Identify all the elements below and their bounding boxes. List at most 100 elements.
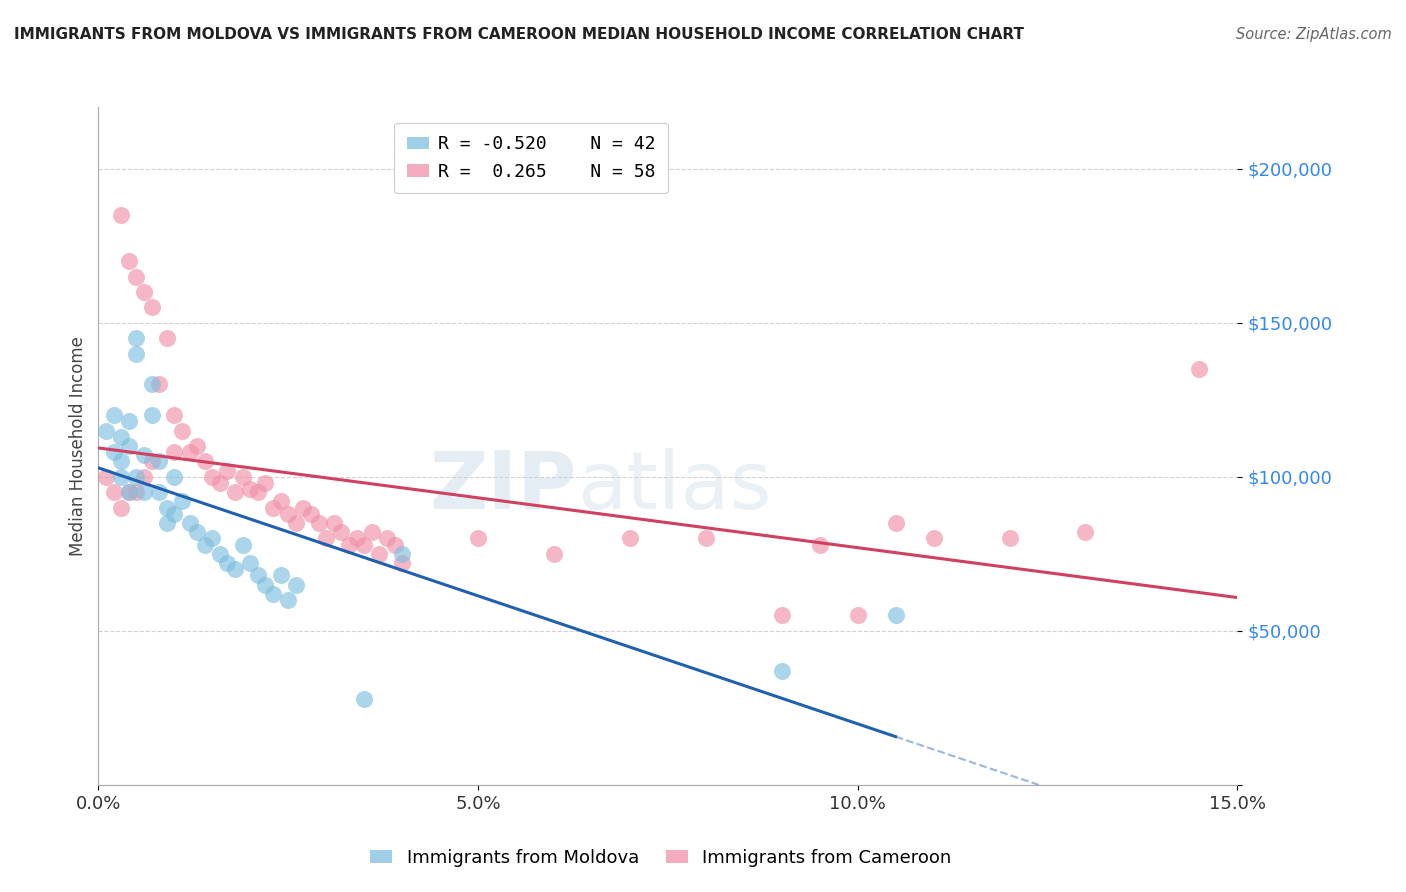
Point <box>322 516 344 530</box>
Point <box>254 577 277 591</box>
Point <box>346 532 368 546</box>
Point <box>375 532 398 546</box>
Point <box>110 430 132 444</box>
Point <box>132 448 155 462</box>
Point <box>141 301 163 315</box>
Point <box>246 568 269 582</box>
Point <box>118 439 141 453</box>
Point <box>163 470 186 484</box>
Y-axis label: Median Household Income: Median Household Income <box>69 336 87 556</box>
Text: ZIP: ZIP <box>429 448 576 525</box>
Point <box>103 408 125 422</box>
Point <box>619 532 641 546</box>
Point <box>110 454 132 468</box>
Point <box>224 562 246 576</box>
Point <box>770 664 793 678</box>
Point <box>217 464 239 478</box>
Point <box>391 547 413 561</box>
Point <box>125 346 148 360</box>
Point <box>224 485 246 500</box>
Point <box>132 470 155 484</box>
Point <box>284 516 307 530</box>
Point <box>208 475 231 490</box>
Point <box>194 538 217 552</box>
Point <box>156 516 179 530</box>
Point <box>353 691 375 706</box>
Point <box>277 593 299 607</box>
Point <box>170 424 193 438</box>
Point <box>170 494 193 508</box>
Point <box>467 532 489 546</box>
Point <box>384 538 406 552</box>
Point <box>163 507 186 521</box>
Point <box>125 485 148 500</box>
Point <box>884 516 907 530</box>
Point <box>201 470 224 484</box>
Point <box>118 485 141 500</box>
Point <box>284 577 307 591</box>
Point <box>353 538 375 552</box>
Point <box>110 208 132 222</box>
Point <box>179 445 201 459</box>
Point <box>884 608 907 623</box>
Point <box>1188 362 1211 376</box>
Point <box>163 445 186 459</box>
Point <box>808 538 831 552</box>
Point <box>770 608 793 623</box>
Point <box>239 556 262 570</box>
Point <box>194 454 217 468</box>
Point <box>262 500 284 515</box>
Point <box>368 547 391 561</box>
Point <box>103 485 125 500</box>
Point <box>232 538 254 552</box>
Point <box>125 331 148 345</box>
Point <box>156 500 179 515</box>
Text: Source: ZipAtlas.com: Source: ZipAtlas.com <box>1236 27 1392 42</box>
Point <box>148 377 170 392</box>
Point <box>315 532 337 546</box>
Point <box>110 470 132 484</box>
Point <box>246 485 269 500</box>
Point <box>330 525 353 540</box>
Point <box>186 439 208 453</box>
Legend: R = -0.520    N = 42, R =  0.265    N = 58: R = -0.520 N = 42, R = 0.265 N = 58 <box>395 123 668 194</box>
Point <box>148 485 170 500</box>
Point <box>337 538 360 552</box>
Point <box>254 475 277 490</box>
Point <box>232 470 254 484</box>
Point <box>94 470 117 484</box>
Point <box>1074 525 1097 540</box>
Point <box>179 516 201 530</box>
Legend: Immigrants from Moldova, Immigrants from Cameroon: Immigrants from Moldova, Immigrants from… <box>363 842 959 874</box>
Point <box>308 516 330 530</box>
Point <box>186 525 208 540</box>
Text: atlas: atlas <box>576 448 770 525</box>
Point <box>141 408 163 422</box>
Point <box>141 454 163 468</box>
Point <box>998 532 1021 546</box>
Point <box>118 485 141 500</box>
Point <box>277 507 299 521</box>
Text: IMMIGRANTS FROM MOLDOVA VS IMMIGRANTS FROM CAMEROON MEDIAN HOUSEHOLD INCOME CORR: IMMIGRANTS FROM MOLDOVA VS IMMIGRANTS FR… <box>14 27 1024 42</box>
Point <box>103 445 125 459</box>
Point <box>543 547 565 561</box>
Point <box>922 532 945 546</box>
Point <box>132 285 155 299</box>
Point <box>148 454 170 468</box>
Point <box>156 331 179 345</box>
Point <box>118 254 141 268</box>
Point <box>208 547 231 561</box>
Point <box>163 408 186 422</box>
Point <box>110 500 132 515</box>
Point <box>94 424 117 438</box>
Point <box>299 507 322 521</box>
Point <box>270 568 292 582</box>
Point <box>141 377 163 392</box>
Point <box>262 587 284 601</box>
Point <box>292 500 315 515</box>
Point <box>270 494 292 508</box>
Point <box>118 414 141 428</box>
Point <box>217 556 239 570</box>
Point <box>695 532 717 546</box>
Point <box>360 525 382 540</box>
